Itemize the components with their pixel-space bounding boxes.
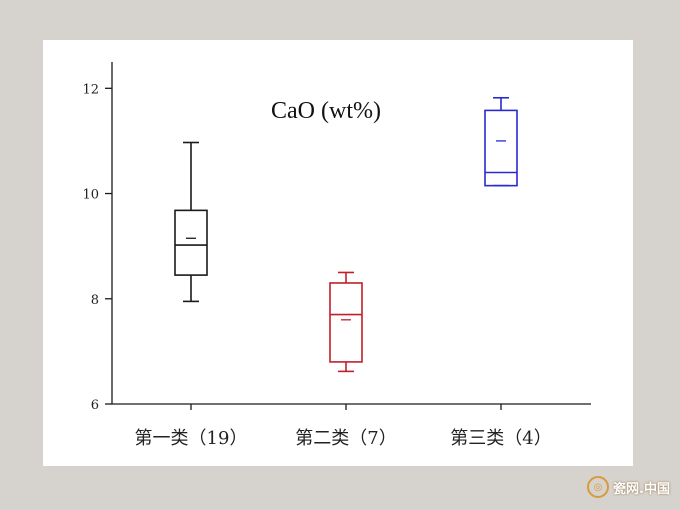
y-ticks: 6 8 10 12 (82, 82, 112, 413)
y-tick-label: 10 (82, 188, 99, 203)
y-tick-label: 6 (91, 398, 99, 413)
category-label: 第一类（19） (135, 428, 248, 449)
porcelain-logo-icon: ◎ (587, 476, 610, 498)
category-label: 第二类（7） (295, 428, 396, 449)
box-group (484, 96, 518, 187)
iqr-box (484, 109, 518, 187)
iqr-box (174, 209, 208, 276)
box-group (329, 271, 363, 373)
watermark-text: 瓷网.中国 (613, 481, 670, 497)
iqr-box (329, 282, 363, 363)
chart-title: CaO (wt%) (271, 98, 381, 124)
y-tick-label: 8 (91, 293, 99, 308)
box-plot: 6 8 10 12 第一类（19） 第二类（7） 第三类（4） CaO (wt%) (82, 62, 591, 449)
box-group (174, 141, 208, 303)
y-tick-label: 12 (82, 82, 99, 97)
site-watermark: ◎ 瓷网.中国 (587, 476, 670, 498)
chart-panel: 6 8 10 12 第一类（19） 第二类（7） 第三类（4） CaO (wt%) (43, 40, 633, 466)
boxes (174, 96, 518, 373)
x-ticks: 第一类（19） 第二类（7） 第三类（4） (135, 404, 552, 449)
category-label: 第三类（4） (450, 428, 551, 449)
